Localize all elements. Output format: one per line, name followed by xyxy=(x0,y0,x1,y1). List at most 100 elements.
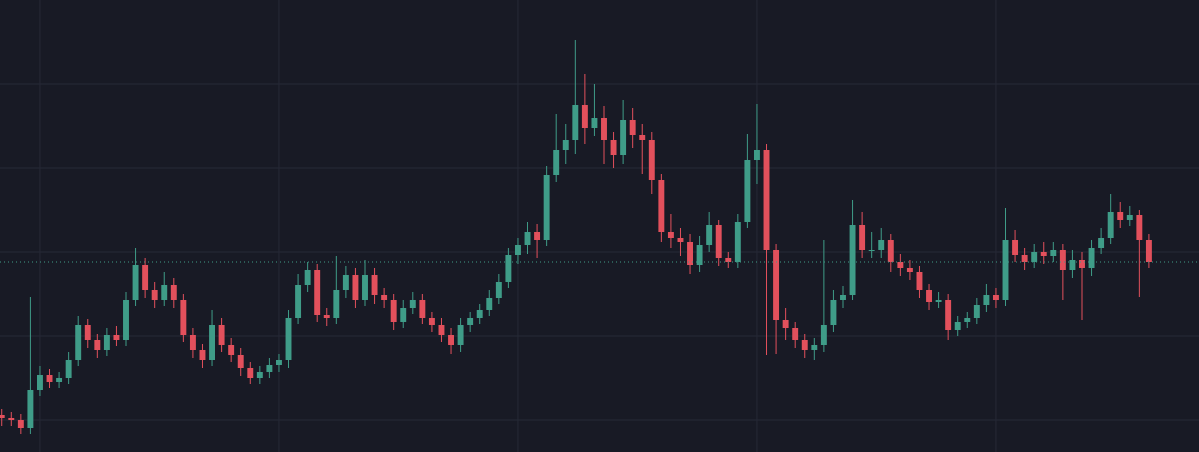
candle-body xyxy=(36,375,43,390)
candle-body xyxy=(56,378,63,382)
candle-body xyxy=(782,320,789,328)
candle-body xyxy=(266,365,273,372)
candle-body xyxy=(103,335,110,350)
candle-body xyxy=(371,275,378,295)
candle-body xyxy=(123,300,129,340)
candle-body xyxy=(1021,255,1028,262)
candle-body xyxy=(285,318,292,360)
candle-body xyxy=(237,355,244,368)
candle-body xyxy=(486,298,493,310)
candle-body xyxy=(495,282,502,298)
candle-body xyxy=(887,240,894,262)
candle-body xyxy=(0,415,5,418)
candle-body xyxy=(725,258,732,262)
candle-body xyxy=(218,325,225,345)
candle-body xyxy=(381,295,388,300)
candle-body xyxy=(715,225,722,258)
candle-body xyxy=(820,325,827,345)
candle-body xyxy=(476,310,483,318)
candle-body xyxy=(706,225,713,245)
candle-body xyxy=(295,285,302,318)
candle-body xyxy=(591,118,598,128)
candle-body xyxy=(553,150,560,175)
candle-body xyxy=(620,120,627,155)
candle-body xyxy=(304,270,311,285)
candle-body xyxy=(992,295,999,300)
candle-body xyxy=(514,245,521,255)
candle-body xyxy=(1069,260,1076,270)
candle-body xyxy=(390,300,397,322)
candle-body xyxy=(801,340,808,350)
candle-body xyxy=(1040,252,1047,256)
candle-body xyxy=(935,300,942,302)
candle-body xyxy=(954,322,961,330)
candle-body xyxy=(648,140,655,180)
candle-body xyxy=(1098,238,1105,248)
candle-body xyxy=(199,350,206,360)
candle-body xyxy=(275,360,282,365)
candle-body xyxy=(1059,250,1066,270)
candle-body xyxy=(581,105,588,128)
candle-body xyxy=(17,420,24,428)
candle-body xyxy=(46,375,53,382)
candle-body xyxy=(610,140,617,155)
candle-body xyxy=(687,242,693,265)
candle-body xyxy=(314,270,321,315)
candle-body xyxy=(1079,260,1085,268)
candle-body xyxy=(1136,215,1143,240)
candle-body xyxy=(256,372,263,378)
candle-body xyxy=(792,328,799,340)
candle-body xyxy=(323,315,330,318)
candle-body xyxy=(916,272,923,290)
candle-body xyxy=(677,238,684,242)
candle-body xyxy=(534,232,541,240)
candle-body xyxy=(811,345,818,350)
candle-body xyxy=(342,275,349,290)
candle-body xyxy=(897,262,904,268)
candle-body xyxy=(228,345,235,355)
candle-body xyxy=(1126,215,1133,220)
candle-body xyxy=(457,325,464,345)
candle-body xyxy=(84,325,91,340)
candle-body xyxy=(448,335,454,345)
candle-body xyxy=(428,318,435,325)
candle-body xyxy=(438,325,445,335)
candle-body xyxy=(352,275,359,300)
candle-body xyxy=(505,255,512,282)
candle-body xyxy=(8,418,15,420)
candle-body xyxy=(1012,240,1019,255)
candle-body xyxy=(94,340,101,350)
candle-body xyxy=(658,180,665,232)
candle-body xyxy=(333,290,340,318)
candle-body xyxy=(543,175,550,240)
candle-body xyxy=(1107,212,1114,238)
candle-body xyxy=(247,368,254,378)
candle-body xyxy=(926,290,932,302)
candle-body xyxy=(362,275,368,300)
candle-body xyxy=(75,325,82,360)
candle-body xyxy=(763,150,770,250)
candle-body xyxy=(113,335,120,340)
candle-body xyxy=(161,285,168,300)
candle-body xyxy=(1002,240,1009,300)
candle-body xyxy=(753,150,760,160)
candle-body xyxy=(1050,250,1057,256)
candle-body xyxy=(400,308,407,322)
candle-body xyxy=(945,300,952,330)
candle-body xyxy=(562,140,569,150)
candle-body xyxy=(629,120,636,135)
candle-body xyxy=(1031,252,1038,262)
candle-body xyxy=(639,135,646,140)
candle-body xyxy=(27,390,34,428)
candle-body xyxy=(601,118,607,140)
candle-body xyxy=(696,245,703,265)
candle-body xyxy=(878,240,885,250)
candle-body xyxy=(868,250,875,251)
candle-body xyxy=(151,290,158,300)
candle-body xyxy=(409,300,416,308)
candle-body xyxy=(849,225,856,295)
candle-body xyxy=(773,250,780,320)
candle-body xyxy=(132,265,139,300)
candle-body xyxy=(830,300,837,325)
